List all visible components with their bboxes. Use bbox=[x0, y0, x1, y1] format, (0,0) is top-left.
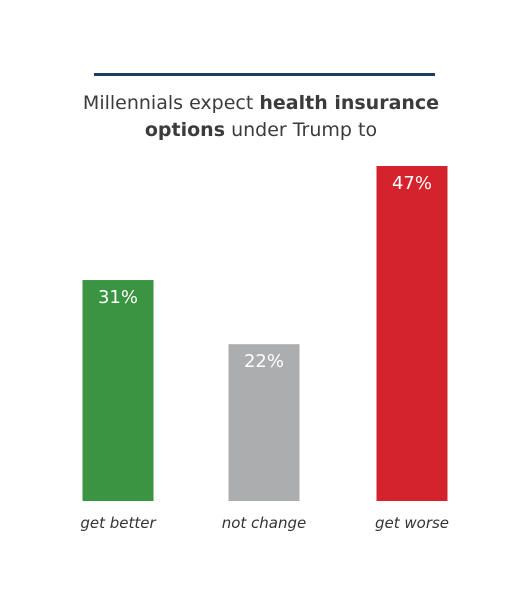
category-label-get-worse: get worse bbox=[375, 514, 449, 532]
title-part-1: Millennials expect bbox=[82, 92, 254, 114]
title-part-2: under Trump to bbox=[231, 119, 378, 141]
title-bold-2: options bbox=[144, 119, 226, 141]
top-rule bbox=[94, 73, 435, 76]
value-label-get-worse: 47% bbox=[392, 173, 432, 194]
bar-get-worse bbox=[376, 166, 448, 501]
bar-not-change bbox=[228, 344, 300, 501]
bar-get-better bbox=[82, 280, 154, 501]
value-label-get-better: 31% bbox=[98, 287, 138, 308]
chart-title: Millennials expect health insurance opti… bbox=[40, 90, 482, 144]
category-label-get-better: get better bbox=[80, 514, 156, 532]
value-label-not-change: 22% bbox=[244, 351, 284, 372]
category-label-not-change: not change bbox=[222, 514, 307, 532]
title-bold-1: health insurance bbox=[259, 92, 440, 114]
